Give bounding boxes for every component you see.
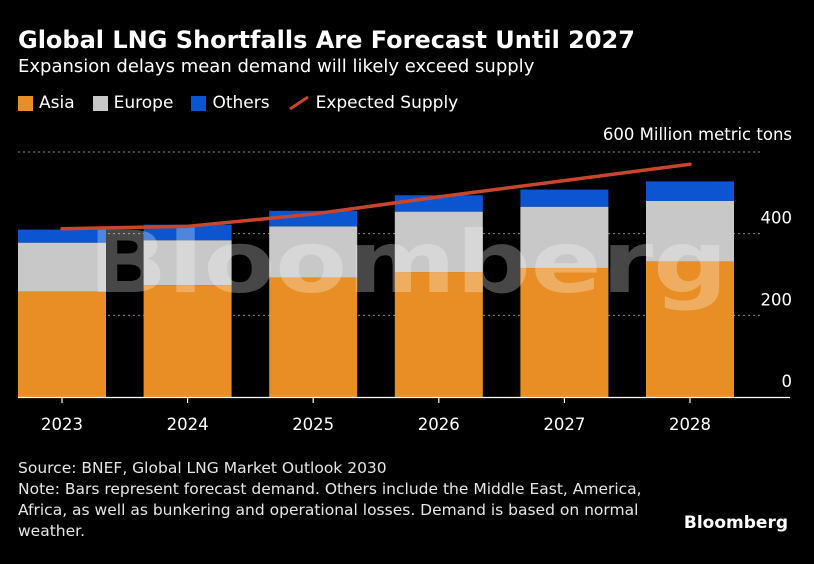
legend-item-asia: Asia (18, 93, 75, 113)
bar-europe-2027 (520, 206, 609, 268)
chart-plot: 0 200 400 600 Million metric tons Bloomberg 2… (18, 125, 793, 434)
x-tick-label-2023: 2023 (41, 415, 83, 434)
bar-europe-2024 (143, 240, 232, 286)
legend-label-others: Others (212, 93, 270, 113)
chart-note: Note: Bars represent forecast demand. Ot… (18, 480, 642, 540)
bar-others-2023 (18, 229, 106, 243)
x-tick-label-2025: 2025 (292, 415, 334, 434)
bar-others-2027 (520, 189, 609, 207)
bar-others-2028 (646, 181, 734, 201)
bar-asia-2023 (18, 291, 106, 397)
bar-europe-2026 (394, 211, 483, 273)
bar-asia-2025 (269, 277, 358, 397)
source-note: Source: BNEF, Global LNG Market Outlook … (18, 459, 387, 477)
bar-europe-2028 (646, 201, 734, 262)
legend-label-europe: Europe (113, 93, 174, 113)
legend-item-europe: Europe (92, 93, 174, 113)
bar-europe-2023 (18, 242, 106, 292)
x-tick-label-2027: 2027 (543, 415, 585, 434)
x-tick-label-2028: 2028 (669, 415, 711, 434)
bar-asia-2027 (520, 267, 609, 397)
y-tick-label: 400 (761, 209, 793, 228)
legend: Asia Europe Others Expected Supply (18, 93, 476, 113)
bar-asia-2028 (646, 261, 734, 397)
chart-subtitle: Expansion delays mean demand will likely… (18, 56, 535, 77)
y-tick-label: 600 Million metric tons (603, 125, 792, 144)
footer-notes: Source: BNEF, Global LNG Market Outlook … (18, 458, 658, 542)
line-expected-supply (60, 162, 692, 231)
x-tick-label-2026: 2026 (418, 415, 460, 434)
legend-swatch-europe (92, 95, 108, 111)
x-tick-label-2024: 2024 (167, 415, 209, 434)
bar-europe-2025 (269, 226, 358, 278)
brand-logo: Bloomberg (683, 513, 788, 533)
legend-line-swatch (288, 95, 309, 111)
legend-swatch-asia (18, 95, 33, 111)
legend-item-expected-supply: Expected Supply (288, 93, 459, 113)
chart-title: Global LNG Shortfalls Are Forecast Until… (18, 26, 635, 54)
bar-asia-2026 (394, 272, 483, 397)
legend-label-asia: Asia (39, 93, 75, 113)
legend-label-expected-supply: Expected Supply (315, 93, 459, 113)
y-tick-label: 200 (761, 290, 793, 309)
bar-asia-2024 (143, 285, 232, 397)
watermark: Bloomberg (88, 213, 728, 313)
legend-swatch-others (191, 95, 207, 111)
y-tick-label: 0 (782, 372, 793, 391)
legend-item-others: Others (191, 93, 270, 113)
bar-others-2024 (143, 224, 232, 241)
